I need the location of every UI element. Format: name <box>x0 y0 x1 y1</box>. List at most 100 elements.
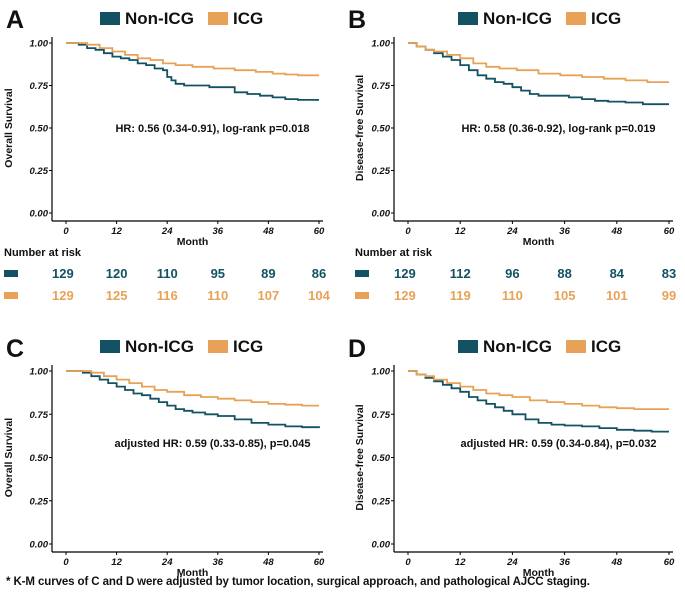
x-tick-label: 12 <box>111 557 122 568</box>
risk-count-non-icg: 89 <box>261 266 275 281</box>
risk-count-non-icg: 88 <box>557 266 571 281</box>
x-tick-label: 60 <box>314 557 325 568</box>
y-tick-label: 0.00 <box>30 209 49 220</box>
legend-swatch-non-icg <box>100 12 120 25</box>
footnote: * K-M curves of C and D were adjusted by… <box>6 576 590 588</box>
legend-swatch-icg <box>566 12 586 25</box>
risk-count-icg: 129 <box>394 288 416 303</box>
km-curve-icg <box>66 42 319 77</box>
y-tick-label: 0.75 <box>30 81 49 92</box>
x-tick-label: 36 <box>559 226 570 237</box>
y-tick-label: 0.50 <box>30 124 49 135</box>
y-axis-label: Disease-free Survival <box>354 75 366 181</box>
y-tick-label: 1.00 <box>30 367 49 378</box>
risk-count-icg: 105 <box>554 288 576 303</box>
legend-swatch-non-icg <box>458 12 478 25</box>
risk-count-icg: 110 <box>502 288 523 303</box>
x-tick-label: 24 <box>161 557 173 568</box>
risk-count-icg: 116 <box>157 288 178 303</box>
x-tick-label: 48 <box>611 226 623 237</box>
risk-count-icg: 119 <box>450 288 471 303</box>
y-tick-label: 1.00 <box>30 39 49 50</box>
y-axis-label: Disease-free Survival <box>354 404 366 510</box>
x-tick-label: 48 <box>611 557 623 568</box>
risk-row-swatch-icg <box>4 292 18 299</box>
x-tick-label: 36 <box>559 557 570 568</box>
x-tick-label: 60 <box>314 226 325 237</box>
risk-count-non-icg: 95 <box>211 266 225 281</box>
x-tick-label: 60 <box>664 226 675 237</box>
km-curve-non-icg <box>408 42 669 106</box>
risk-count-non-icg: 120 <box>106 266 128 281</box>
legend-swatch-icg <box>208 12 228 25</box>
y-axis-label: Overall Survival <box>3 88 15 167</box>
legend-swatch-icg <box>208 340 228 353</box>
panel-letter-A: A <box>6 6 24 34</box>
risk-count-icg: 107 <box>258 288 280 303</box>
y-tick-label: 0.50 <box>372 453 391 464</box>
risk-count-icg: 104 <box>308 288 330 303</box>
legend-label-non-icg: Non-ICG <box>125 337 194 356</box>
hr-annotation: HR: 0.56 (0.34-0.91), log-rank p=0.018 <box>115 123 309 135</box>
x-tick-label: 24 <box>161 226 173 237</box>
km-curve-non-icg <box>66 42 319 101</box>
legend-label-icg: ICG <box>591 337 621 356</box>
risk-count-non-icg: 86 <box>312 266 326 281</box>
risk-row-swatch-non-icg <box>4 270 18 277</box>
legend-label-icg: ICG <box>233 9 263 28</box>
legend-label-icg: ICG <box>233 337 263 356</box>
x-tick-label: 24 <box>506 226 518 237</box>
y-tick-label: 0.50 <box>30 453 49 464</box>
y-tick-label: 1.00 <box>372 39 391 50</box>
risk-count-non-icg: 84 <box>610 266 625 281</box>
hr-annotation: adjusted HR: 0.59 (0.34-0.84), p=0.032 <box>461 438 657 450</box>
x-tick-label: 36 <box>213 557 224 568</box>
risk-table-title: Number at risk <box>4 247 82 259</box>
x-tick-label: 0 <box>63 557 69 568</box>
x-axis-label: Month <box>523 236 555 248</box>
risk-count-non-icg: 112 <box>450 266 471 281</box>
x-tick-label: 24 <box>506 557 518 568</box>
hr-annotation: adjusted HR: 0.59 (0.33-0.85), p=0.045 <box>115 438 311 450</box>
risk-count-non-icg: 110 <box>157 266 178 281</box>
x-axis-label: Month <box>523 567 555 579</box>
x-axis-label: Month <box>177 567 209 579</box>
y-tick-label: 0.25 <box>30 496 49 507</box>
panel-letter-D: D <box>348 335 366 363</box>
x-axis-label: Month <box>177 236 209 248</box>
legend-label-icg: ICG <box>591 9 621 28</box>
legend-label-non-icg: Non-ICG <box>125 9 194 28</box>
hr-annotation: HR: 0.58 (0.36-0.92), log-rank p=0.019 <box>461 123 655 135</box>
km-curve-icg <box>66 370 319 407</box>
y-tick-label: 0.75 <box>30 410 49 421</box>
x-tick-label: 0 <box>63 226 69 237</box>
y-tick-label: 0.75 <box>372 81 391 92</box>
legend-label-non-icg: Non-ICG <box>483 337 552 356</box>
legend-swatch-icg <box>566 340 586 353</box>
legend-swatch-non-icg <box>458 340 478 353</box>
km-curve-non-icg <box>408 370 669 433</box>
risk-count-non-icg: 129 <box>52 266 74 281</box>
x-tick-label: 0 <box>405 557 411 568</box>
y-tick-label: 0.50 <box>372 124 391 135</box>
x-tick-label: 60 <box>664 557 675 568</box>
y-axis-label: Overall Survival <box>3 418 15 497</box>
risk-count-icg: 129 <box>52 288 74 303</box>
y-tick-label: 0.75 <box>372 410 391 421</box>
y-tick-label: 0.00 <box>372 209 391 220</box>
risk-count-icg: 101 <box>606 288 628 303</box>
risk-count-non-icg: 129 <box>394 266 416 281</box>
x-tick-label: 12 <box>111 226 122 237</box>
x-tick-label: 48 <box>262 226 274 237</box>
risk-count-icg: 110 <box>207 288 228 303</box>
risk-table-title: Number at risk <box>355 247 433 259</box>
risk-count-non-icg: 83 <box>662 266 676 281</box>
y-tick-label: 0.25 <box>30 166 49 177</box>
km-curve-icg <box>408 42 669 83</box>
risk-count-icg: 125 <box>106 288 128 303</box>
y-tick-label: 0.00 <box>30 540 49 551</box>
risk-row-swatch-icg <box>355 292 369 299</box>
x-tick-label: 12 <box>455 557 466 568</box>
y-tick-label: 0.00 <box>372 540 391 551</box>
